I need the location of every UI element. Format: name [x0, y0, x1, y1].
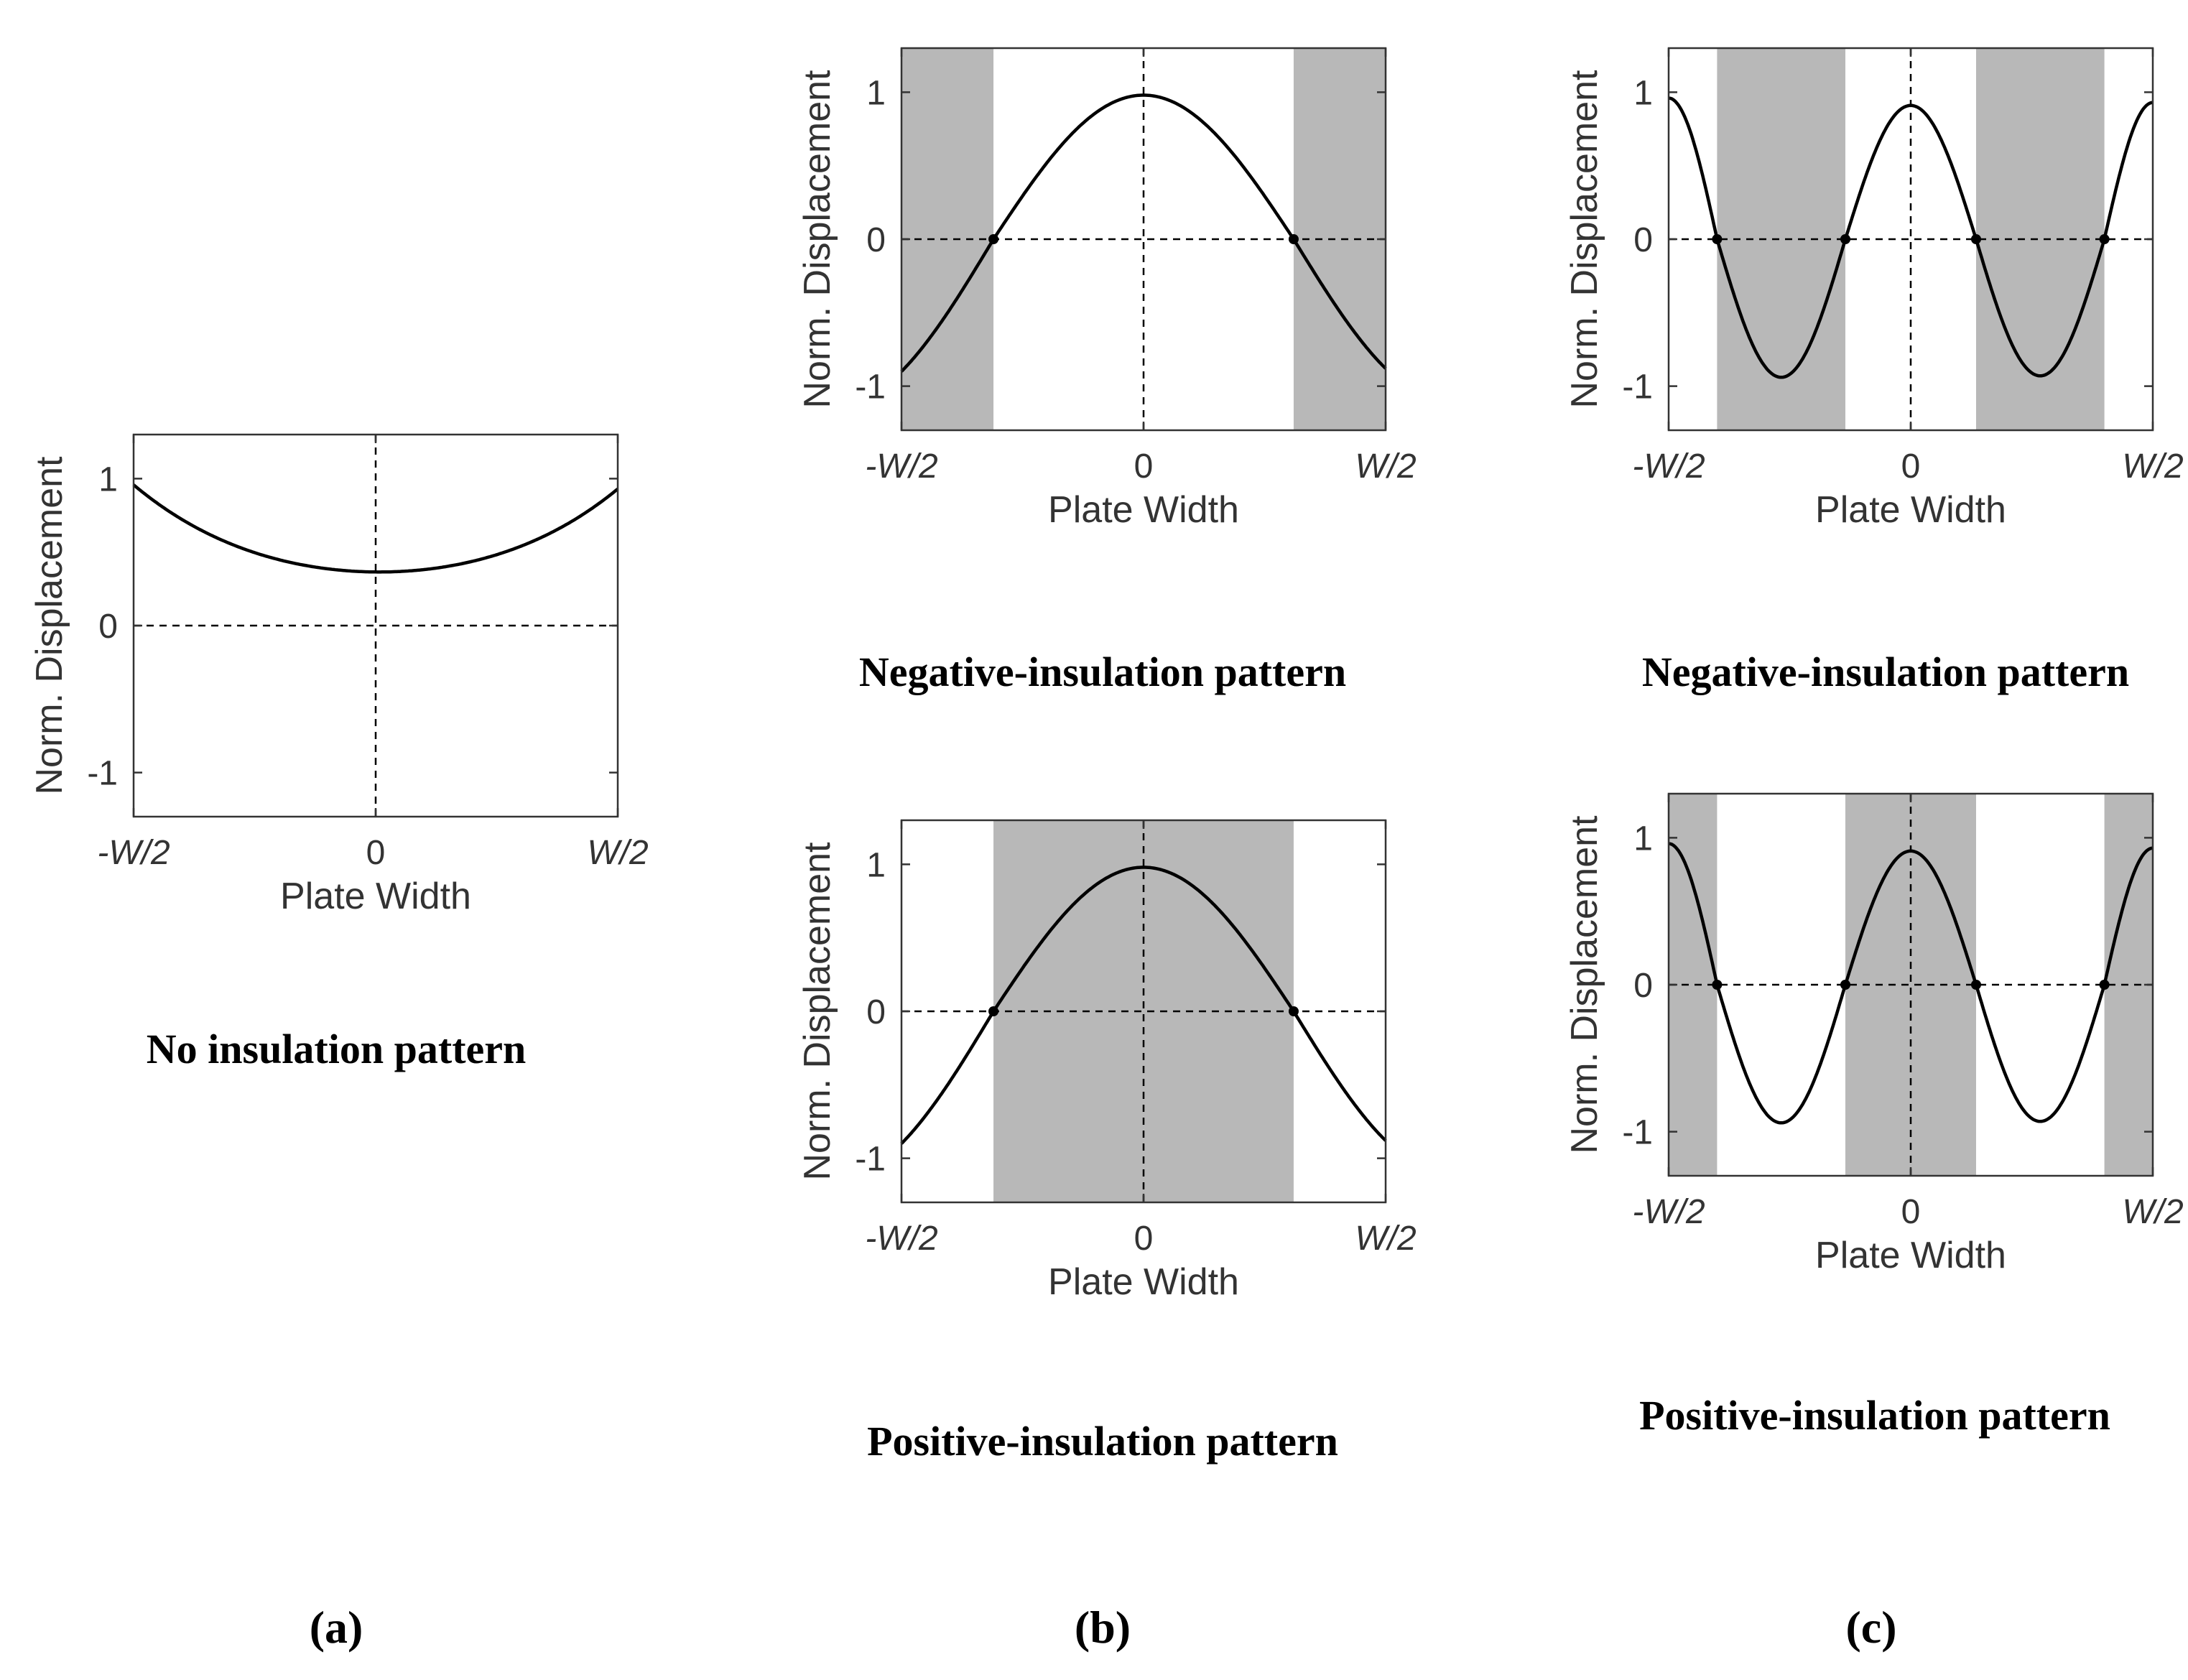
y-axis-label: Norm. Displacement	[29, 456, 70, 795]
zero-crossing-marker	[988, 1006, 999, 1016]
caption-b-bottom: Positive-insulation pattern	[867, 1418, 1338, 1465]
x-tick-label: 0	[366, 834, 386, 872]
x-tick-label: W/2	[2122, 447, 2183, 486]
y-tick-label: 0	[1633, 967, 1653, 1005]
panel-label-b: (b)	[1075, 1602, 1131, 1653]
y-tick-label: 1	[866, 846, 886, 884]
displacement-curve	[1668, 842, 2154, 1125]
zero-crossing-marker	[1712, 980, 1723, 990]
y-tick-label: -1	[855, 1141, 886, 1179]
x-tick-label: W/2	[587, 834, 648, 872]
zero-crossing-marker	[1712, 234, 1723, 244]
y-tick-label: -1	[87, 755, 118, 793]
displacement-curve	[132, 483, 619, 574]
caption-b-top: Negative-insulation pattern	[859, 649, 1346, 695]
x-axis-label: Plate Width	[1815, 489, 2006, 531]
zero-crossing-marker	[2099, 234, 2110, 244]
y-tick-label: 1	[1633, 820, 1653, 858]
y-tick-label: 0	[866, 993, 886, 1031]
chart-b-bottom: 1 0 -1 -W/2 0 W/2 Plate Width Norm. Displacemen…	[797, 819, 1417, 1303]
y-tick-label: -1	[1622, 1114, 1653, 1152]
x-axis-label: Plate Width	[1048, 489, 1239, 531]
y-tick-label: 1	[1633, 74, 1653, 112]
y-axis-label: Norm. Displacement	[1564, 70, 1605, 409]
y-tick-label: 0	[98, 608, 118, 646]
zero-crossing-marker	[1970, 234, 1981, 244]
chart-c-top: 1 0 -1 -W/2 0 W/2 Plate Width Norm. Displacemen…	[1564, 47, 2184, 531]
zero-crossing-marker	[1840, 234, 1851, 244]
zero-crossing-marker	[1288, 234, 1299, 244]
x-axis-label: Plate Width	[1815, 1235, 2006, 1276]
x-tick-label: -W/2	[1632, 447, 1705, 486]
chart-a: 1 0 -1 -W/2 0 W/2 Plate Width Norm. Displacemen…	[29, 433, 649, 917]
y-axis-label: Norm. Displacement	[797, 842, 838, 1181]
x-axis-label: Plate Width	[280, 876, 471, 917]
y-tick-label: 0	[866, 221, 886, 259]
y-tick-label: 1	[98, 460, 118, 498]
y-tick-label: -1	[855, 368, 886, 407]
y-axis-label: Norm. Displacement	[1564, 815, 1605, 1154]
x-tick-label: 0	[1901, 447, 1921, 486]
x-tick-label: W/2	[1355, 1220, 1416, 1258]
x-tick-label: 0	[1134, 1220, 1154, 1258]
zero-crossing-marker	[988, 234, 999, 244]
x-axis-label: Plate Width	[1048, 1261, 1239, 1303]
caption-c-bottom: Positive-insulation pattern	[1639, 1392, 2110, 1439]
x-tick-label: -W/2	[97, 834, 170, 872]
zero-crossing-marker	[1288, 1006, 1299, 1016]
zero-crossing-marker	[2099, 980, 2110, 990]
y-tick-label: 1	[866, 74, 886, 112]
x-tick-label: -W/2	[865, 447, 937, 486]
displacement-curve	[1668, 96, 2154, 379]
zero-crossing-marker	[1970, 980, 1981, 990]
x-tick-label: -W/2	[865, 1220, 937, 1258]
x-tick-label: W/2	[1355, 447, 1416, 486]
displacement-curve	[900, 865, 1387, 1145]
y-tick-label: 0	[1633, 221, 1653, 259]
zero-crossing-marker	[1840, 980, 1851, 990]
x-tick-label: W/2	[2122, 1193, 2183, 1231]
chart-b-top: 1 0 -1 -W/2 0 W/2 Plate Width Norm. Displacemen…	[797, 47, 1417, 531]
y-axis-label: Norm. Displacement	[797, 70, 838, 409]
x-tick-label: 0	[1134, 447, 1154, 486]
x-tick-label: 0	[1901, 1193, 1921, 1231]
plots-layer: 1 0 -1 -W/2 0 W/2 Plate Width Norm. Displacemen…	[29, 47, 2184, 1303]
panel-label-a: (a)	[310, 1602, 363, 1653]
chart-c-bottom: 1 0 -1 -W/2 0 W/2 Plate Width Norm. Displacemen…	[1564, 792, 2184, 1276]
x-tick-label: -W/2	[1632, 1193, 1705, 1231]
panel-label-c: (c)	[1845, 1602, 1896, 1653]
caption-c-top: Negative-insulation pattern	[1642, 649, 2129, 695]
caption-a: No insulation pattern	[147, 1026, 527, 1072]
y-tick-label: -1	[1622, 368, 1653, 407]
displacement-curve	[900, 93, 1387, 373]
